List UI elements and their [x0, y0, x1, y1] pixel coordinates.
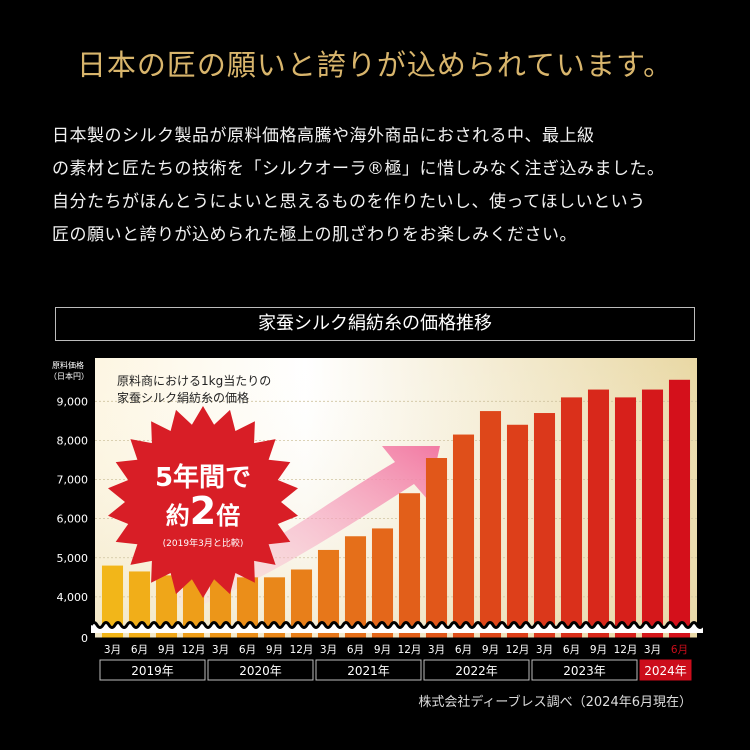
bar	[587, 389, 610, 638]
x-tick-label: 6月	[347, 644, 364, 656]
badge-note: (2019年3月と比較)	[163, 537, 244, 549]
year-box	[99, 659, 206, 681]
x-tick-label: 9月	[590, 644, 607, 656]
year-label: 2020年	[239, 664, 282, 678]
year-label: 2021年	[347, 664, 390, 678]
x-tick-label: 3月	[104, 644, 121, 656]
x-tick-label: 3月	[212, 644, 229, 656]
x-tick-label: 12月	[398, 644, 422, 656]
year-label: 2019年	[131, 664, 174, 678]
bar	[641, 389, 664, 638]
y-tick-label: 6,000	[57, 513, 89, 526]
bar	[101, 565, 124, 638]
headline: 日本の匠の願いと誇りが込められています。	[76, 48, 674, 82]
x-tick-label: 12月	[506, 644, 530, 656]
y-tick-label: 5,000	[57, 552, 89, 565]
x-tick-label: 3月	[644, 644, 661, 656]
x-tick-label: 9月	[482, 644, 499, 656]
chart-title: 家蚕シルク絹紡糸の価格推移	[55, 307, 695, 341]
x-tick-label: 6月	[455, 644, 472, 656]
badge-line2: 約2倍	[166, 489, 240, 533]
bar	[290, 569, 313, 638]
x-tick-label: 12月	[182, 644, 206, 656]
badge-starburst	[108, 406, 298, 598]
axis-break-line	[89, 621, 705, 629]
x-tick-label: 3月	[320, 644, 337, 656]
x-tick-label: 9月	[374, 644, 391, 656]
bar	[371, 528, 394, 638]
bar	[560, 397, 583, 638]
y-tick-label: 9,000	[57, 395, 89, 408]
y-axis: 原料価格（日本円） 9,000 8,000 7,000 6,000 5,000 4,000 0	[49, 360, 89, 645]
x-tick-label: 6月	[563, 644, 580, 656]
bar	[668, 379, 691, 638]
x-tick-label: 6月	[239, 644, 256, 656]
bar	[317, 549, 340, 638]
x-tick-label: 6月	[131, 644, 148, 656]
x-tick-label: 9月	[158, 644, 175, 656]
bar	[398, 493, 421, 638]
year-label: 2023年	[563, 664, 606, 678]
year-box	[315, 659, 422, 681]
year-box	[531, 659, 638, 681]
x-tick-label: 9月	[266, 644, 283, 656]
y-tick-label: 7,000	[57, 474, 89, 487]
x-axis: 3月 6月 9月 12月 3月 6月 9月 12月 3月 6月 9月 12月 3月 6月 9月 12月 3月 6月…	[104, 644, 688, 656]
year-box	[423, 659, 530, 681]
x-tick-label: 3月	[428, 644, 445, 656]
y-tick-label: 0	[81, 632, 88, 645]
body-text: 日本製のシルク製品が原料価格高騰や海外商品におされる中、最上級 の素材と匠たちの…	[52, 120, 702, 252]
y-tick-label: 4,000	[57, 591, 89, 604]
badge-line1: 5年間で	[155, 462, 251, 493]
body-line: の素材と匠たちの技術を「シルクオーラ®極」に惜しみなく注ぎ込みました。	[52, 159, 665, 179]
body-line: 日本製のシルク製品が原料価格高騰や海外商品におされる中、最上級	[52, 126, 595, 146]
year-box	[639, 659, 692, 681]
annotation-line: 家蚕シルク絹紡糸の価格	[117, 390, 249, 405]
bar	[452, 434, 475, 638]
axis-break-fill	[91, 622, 703, 633]
year-label: 2024年	[644, 664, 687, 678]
bar	[128, 571, 151, 638]
bar	[155, 575, 178, 638]
bar	[425, 458, 448, 638]
bar	[263, 577, 286, 638]
year-labels: 2019年 2020年 2021年 2022年 2023年 2024年	[99, 659, 692, 681]
y-axis-label: （日本円）	[49, 371, 89, 381]
year-box	[207, 659, 314, 681]
x-tick-label: 3月	[536, 644, 553, 656]
bar	[506, 424, 529, 638]
price-chart: 原料価格（日本円） 9,000 8,000 7,000 6,000 5,000 4,000 0…	[49, 358, 705, 681]
x-tick-label: 6月	[671, 644, 688, 656]
x-tick-label: 12月	[614, 644, 638, 656]
body-line: 自分たちがほんとうによいと思えるものを作りたいし、使ってほしいという	[52, 192, 646, 212]
bar	[533, 413, 556, 638]
body-line: 匠の願いと誇りが込められた極上の肌ざわりをお楽しみください。	[52, 225, 577, 245]
y-tick-label: 8,000	[57, 434, 89, 447]
annotation-line: 原料商における1kg当たりの	[117, 373, 271, 388]
source-note: 株式会社ディーブレス調べ（2024年6月現在）	[418, 695, 692, 710]
bar	[344, 536, 367, 638]
bar	[614, 397, 637, 638]
y-axis-label: 原料価格	[52, 360, 84, 370]
bar	[479, 411, 502, 638]
axis-break	[89, 621, 705, 639]
x-tick-label: 12月	[290, 644, 314, 656]
year-label: 2022年	[455, 664, 498, 678]
